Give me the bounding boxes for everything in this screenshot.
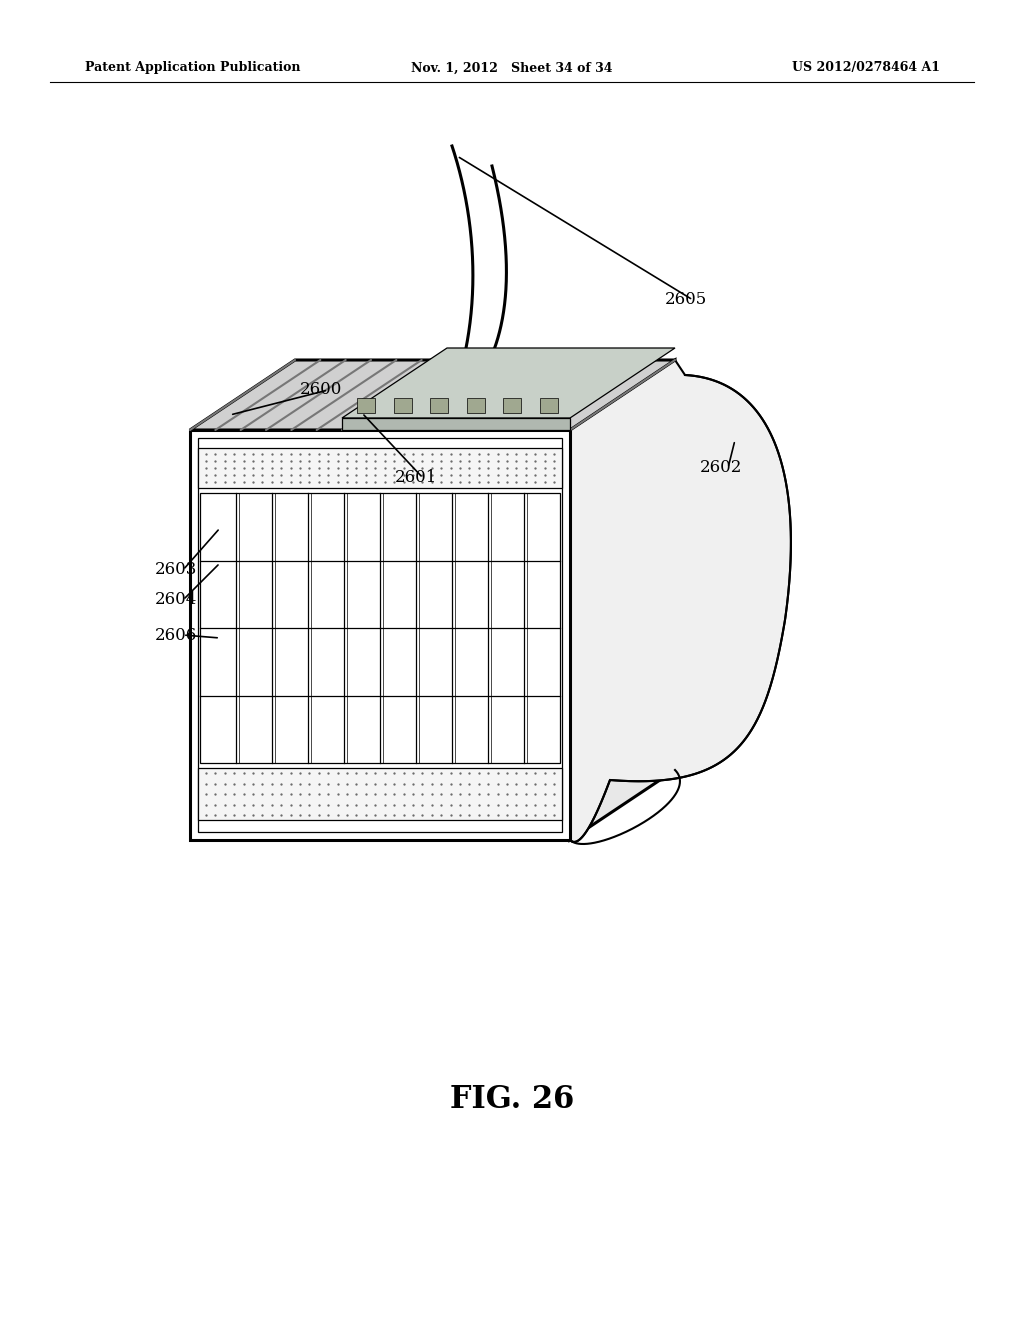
Polygon shape [342, 348, 675, 418]
Bar [467, 399, 484, 413]
Polygon shape [570, 360, 791, 842]
Bar [504, 399, 521, 413]
Text: 2606: 2606 [155, 627, 198, 644]
Text: 2604: 2604 [155, 591, 198, 609]
Text: 2602: 2602 [700, 459, 742, 477]
Polygon shape [190, 360, 675, 430]
Polygon shape [190, 430, 570, 840]
Bar [198, 438, 562, 832]
Text: 2605: 2605 [665, 292, 708, 309]
Text: 2601: 2601 [395, 470, 437, 487]
Bar [393, 399, 412, 413]
Text: Patent Application Publication: Patent Application Publication [85, 62, 300, 74]
Bar [430, 399, 449, 413]
Bar [357, 399, 375, 413]
Text: 2603: 2603 [155, 561, 198, 578]
Bar [198, 447, 562, 488]
Bar [540, 399, 558, 413]
Text: Nov. 1, 2012   Sheet 34 of 34: Nov. 1, 2012 Sheet 34 of 34 [412, 62, 612, 74]
Text: 2600: 2600 [300, 381, 342, 399]
Polygon shape [570, 360, 675, 840]
Text: US 2012/0278464 A1: US 2012/0278464 A1 [792, 62, 940, 74]
Polygon shape [342, 418, 570, 430]
Text: FIG. 26: FIG. 26 [450, 1085, 574, 1115]
Bar [200, 492, 560, 763]
Bar [198, 768, 562, 820]
